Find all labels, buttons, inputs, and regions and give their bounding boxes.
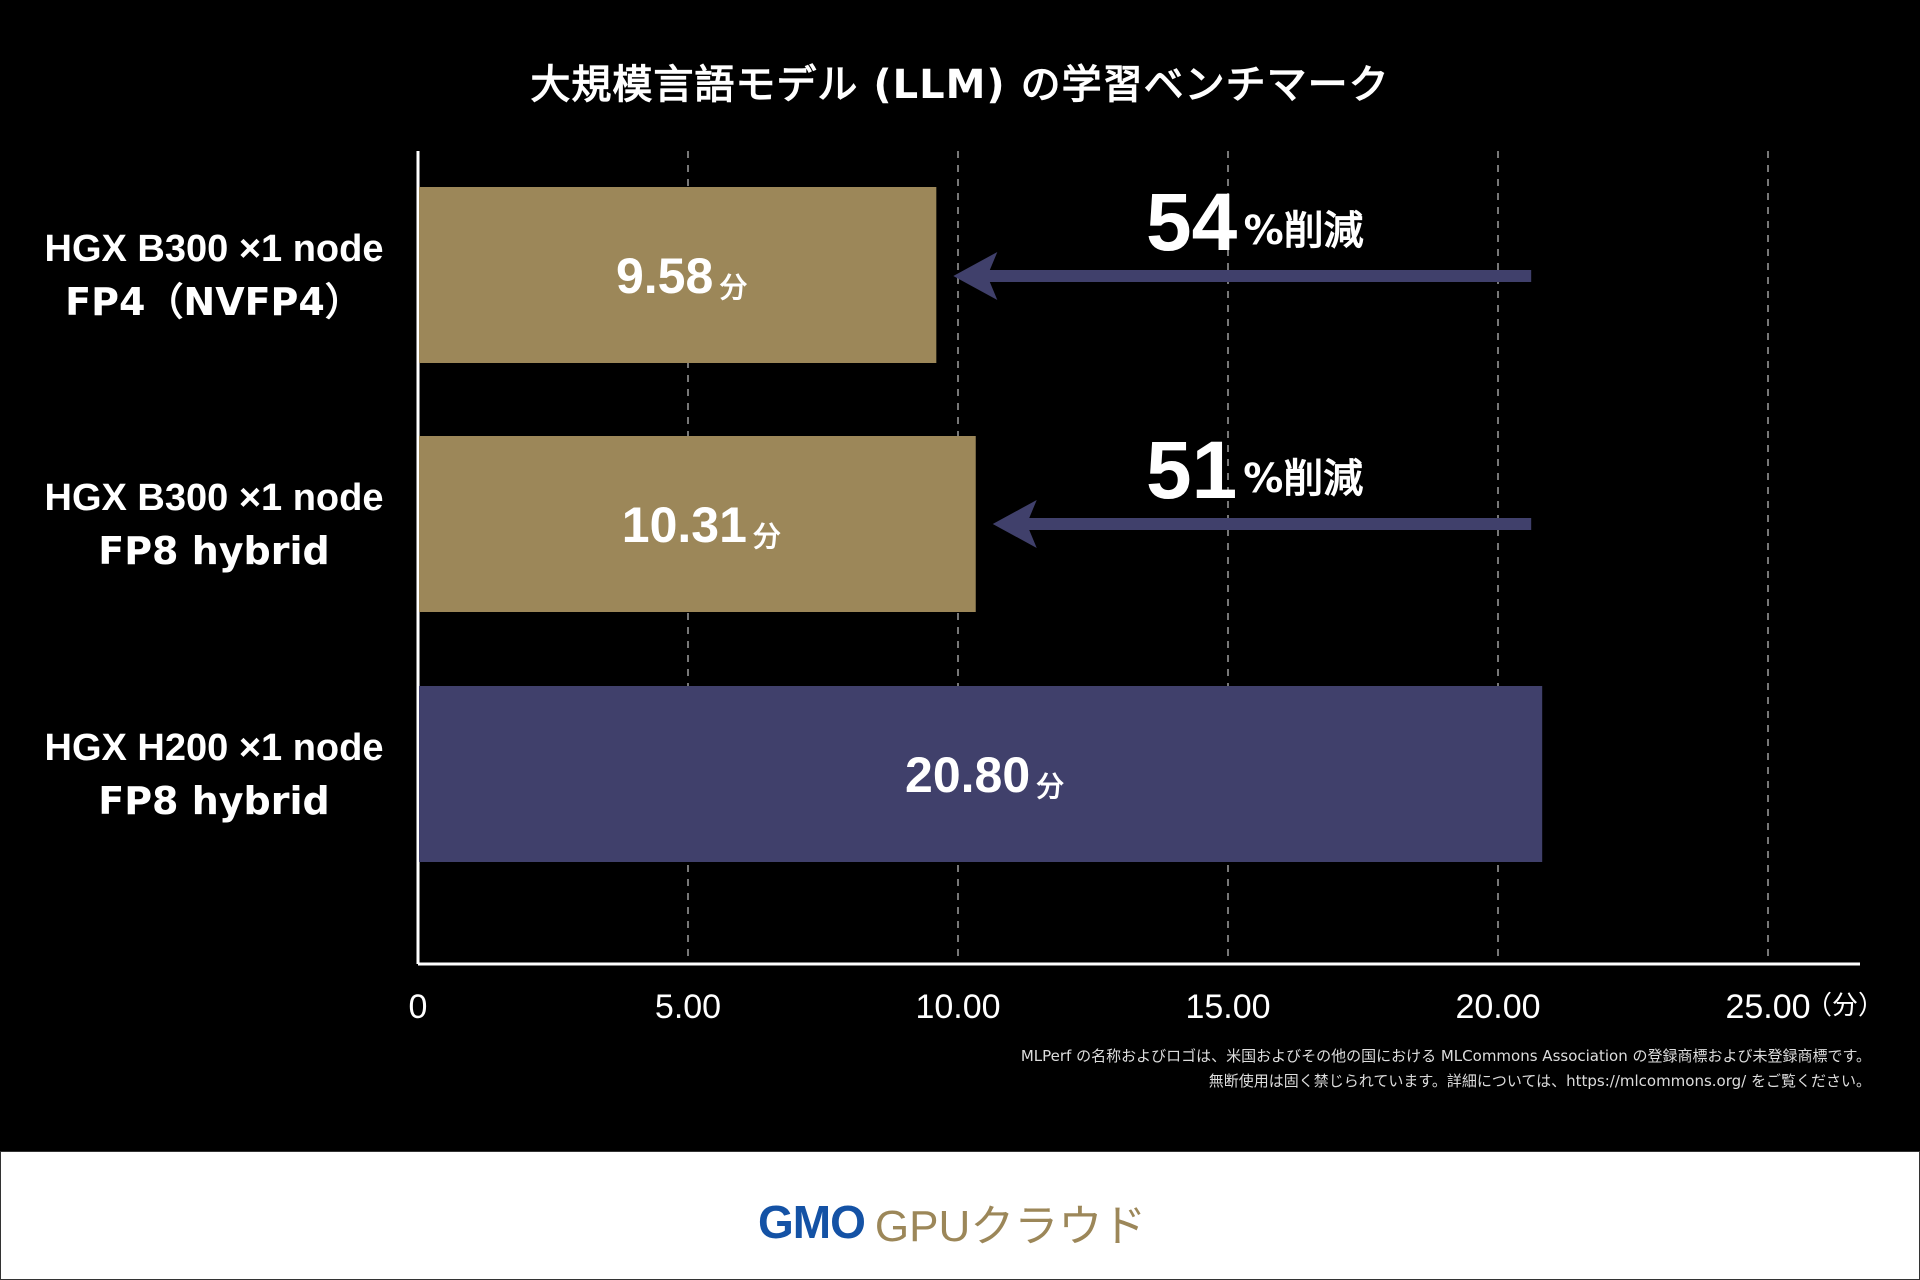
bar-value-label: 9.58 — [616, 248, 713, 304]
reduction-label: %削減 — [1243, 456, 1363, 502]
category-label-line-2: FP4（NVFP4） — [65, 280, 363, 324]
x-tick-label: 5.00 — [655, 988, 721, 1026]
chart-title: 大規模言語モデル (LLM) の学習ベンチマーク — [530, 62, 1390, 108]
footer: GMO GPUクラウド — [0, 1151, 1920, 1280]
x-tick-label: 20.00 — [1455, 988, 1540, 1026]
x-tick-label: 10.00 — [915, 988, 1000, 1026]
bar-value-unit: 分 — [753, 520, 781, 553]
bar — [419, 436, 976, 612]
bar — [419, 187, 937, 363]
category-label-line-2: FP8 hybrid — [98, 529, 329, 573]
arrow-head — [953, 252, 998, 300]
x-tick-label: 15.00 — [1185, 988, 1270, 1026]
arrow-head — [992, 500, 1037, 548]
x-axis-unit: （分） — [1806, 991, 1884, 1021]
x-tick-label: 0 — [409, 988, 428, 1026]
bar-value-unit: 分 — [719, 271, 747, 304]
arrow-shaft — [1012, 518, 1532, 530]
logo-brand: GMO — [758, 1196, 866, 1248]
x-tick-label: 25.00 — [1725, 988, 1810, 1026]
logo-product: GPUクラウド — [874, 1202, 1147, 1251]
arrow-shaft — [973, 270, 1532, 282]
bar-value-label: 10.31 — [622, 497, 747, 553]
bar — [419, 686, 1543, 862]
category-label-line-1: HGX B300 ×1 node — [45, 477, 384, 519]
reduction-label: %削減 — [1244, 208, 1364, 254]
reduction-percent: 51 — [1146, 425, 1237, 516]
category-label-line-1: HGX B300 ×1 node — [45, 228, 384, 270]
bar-value-unit: 分 — [1036, 770, 1064, 803]
bar-value-label: 20.80 — [905, 747, 1030, 803]
category-label-line-2: FP8 hybrid — [98, 779, 329, 823]
logo: GMO GPUクラウド — [758, 1190, 1146, 1254]
footnote-line-1: MLPerf の名称およびロゴは、米国およびその他の国における MLCommon… — [1020, 1047, 1871, 1065]
category-label-line-1: HGX H200 ×1 node — [45, 727, 384, 769]
footnote-line-2: 無断使用は固く禁じられています。詳細については、https://mlcommon… — [1208, 1072, 1871, 1090]
reduction-percent: 54 — [1146, 177, 1238, 268]
